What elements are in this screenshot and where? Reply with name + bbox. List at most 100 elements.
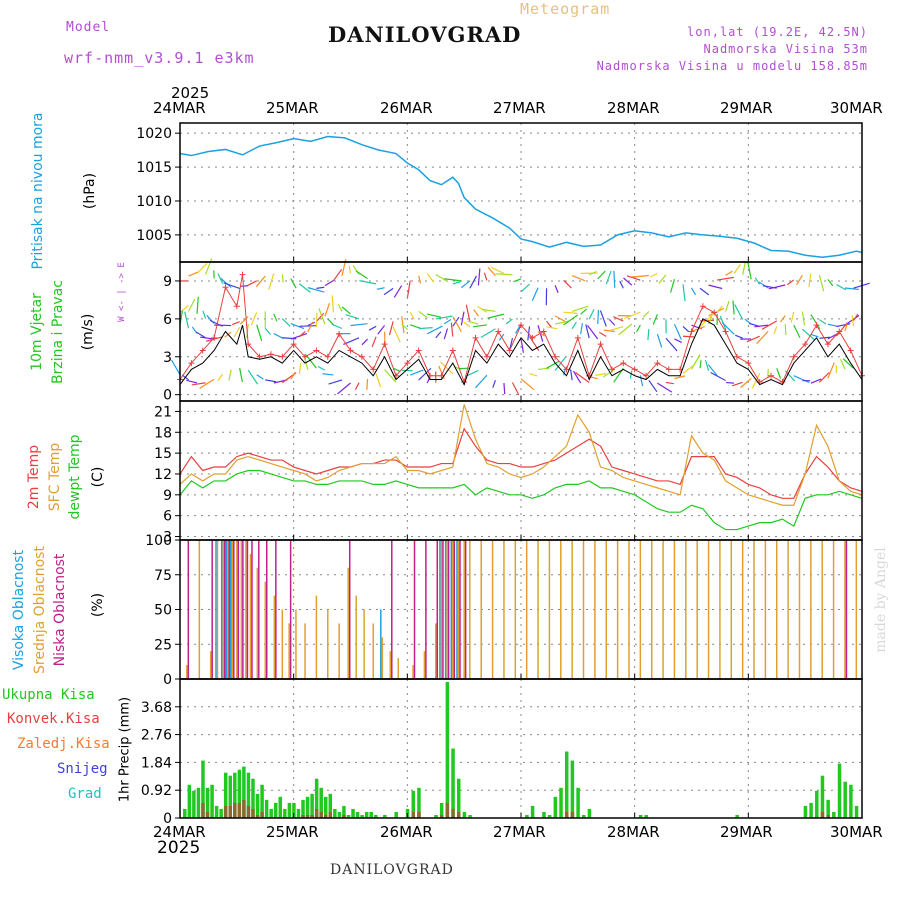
wind-direction-arrow bbox=[492, 379, 496, 388]
wind-direction-arrow bbox=[199, 378, 215, 389]
wind-direction-arrow bbox=[618, 323, 633, 336]
wind-gust-marker bbox=[790, 353, 797, 360]
precip-convective-bar bbox=[237, 802, 242, 818]
wind-direction-arrow bbox=[322, 373, 334, 376]
precip-total-bar bbox=[576, 787, 580, 818]
precip-total-bar bbox=[462, 811, 467, 818]
wind-direction-arrow bbox=[597, 309, 600, 325]
wind-ytick-label-0: 0 bbox=[163, 388, 172, 404]
precip-convective-bar bbox=[223, 805, 228, 818]
wind-direction-arrow bbox=[531, 287, 539, 301]
precip-total-bar bbox=[451, 748, 455, 818]
model-name: wrf-nmm_v3.9.1 e3km bbox=[64, 49, 255, 67]
precip-convective-bar bbox=[314, 808, 319, 818]
wind-direction-arrow bbox=[217, 373, 224, 381]
wind-direction-arrow bbox=[509, 337, 514, 349]
precip-convective-bar bbox=[570, 811, 575, 818]
wind-direction-arrow bbox=[707, 364, 718, 376]
precip-total-bar bbox=[273, 802, 278, 818]
wind-direction-arrow bbox=[196, 262, 208, 274]
wind-direction-arrow bbox=[725, 300, 730, 312]
wind-direction-arrow bbox=[656, 333, 663, 348]
wind-direction-arrow bbox=[623, 277, 633, 286]
wind-direction-arrow bbox=[328, 379, 343, 385]
wind-direction-arrow bbox=[670, 278, 676, 293]
wind-direction-arrow bbox=[409, 311, 415, 320]
wind-gust-marker bbox=[438, 372, 445, 379]
elevation-label: Nadmorska Visina 53m bbox=[703, 42, 868, 56]
wind-direction-arrow bbox=[233, 326, 241, 338]
precip-total-bar bbox=[854, 805, 859, 818]
wind-direction-arrow bbox=[469, 275, 477, 289]
date-top-5: 29MAR bbox=[720, 99, 773, 117]
wind-direction-arrow bbox=[554, 285, 559, 293]
wind-direction-arrow bbox=[392, 326, 401, 343]
precip-total-bar bbox=[183, 808, 187, 818]
wind-direction-arrow bbox=[595, 372, 607, 376]
wind-direction-arrow bbox=[732, 381, 743, 387]
pressure-ytick-label-0: 1005 bbox=[136, 228, 172, 244]
precip-convective-bar bbox=[445, 802, 450, 818]
wind-direction-arrow bbox=[827, 279, 834, 287]
wind-direction-arrow bbox=[768, 284, 786, 290]
wind-gust-marker bbox=[222, 284, 229, 291]
precip-convective-bar bbox=[255, 814, 260, 818]
precip-convective-bar bbox=[328, 811, 333, 818]
wind-direction-arrow bbox=[599, 331, 607, 337]
precip-ytick-label-3: 2.76 bbox=[141, 728, 172, 744]
precip-total-bar bbox=[445, 682, 450, 818]
precip-total-bar bbox=[201, 760, 205, 818]
wind-direction-arrow bbox=[631, 274, 649, 278]
wind-gust-marker bbox=[404, 360, 411, 367]
wind-direction-arrow bbox=[636, 324, 641, 333]
precip-total-bar bbox=[214, 805, 219, 818]
wind-direction-arrow bbox=[602, 368, 616, 378]
precip-total-bar bbox=[525, 814, 529, 818]
precip-convective-bar bbox=[564, 811, 569, 818]
precip-convective-bar bbox=[205, 811, 210, 818]
wind-gust-marker bbox=[631, 366, 638, 373]
precip-total-bar bbox=[559, 787, 563, 818]
wind-direction-arrow bbox=[290, 278, 297, 289]
pressure-ytick-label-1: 1010 bbox=[136, 194, 172, 210]
wind-direction-arrow bbox=[170, 359, 181, 375]
precip-total-bar bbox=[242, 766, 246, 818]
wind-direction-arrow bbox=[337, 382, 351, 395]
wind-direction-arrow bbox=[472, 324, 487, 328]
wind-direction-arrow bbox=[465, 369, 479, 377]
wind-direction-arrow bbox=[554, 356, 567, 371]
wind-direction-arrow bbox=[418, 327, 433, 330]
wind-direction-arrow bbox=[388, 321, 394, 336]
wind-direction-arrow bbox=[467, 320, 479, 325]
wind-gust-marker bbox=[711, 309, 718, 316]
wind-direction-arrow bbox=[844, 287, 859, 291]
wind-direction-arrow bbox=[371, 336, 377, 348]
precip-total-bar bbox=[644, 814, 649, 818]
wind-direction-arrow bbox=[784, 323, 787, 336]
wind-direction-arrow bbox=[331, 295, 335, 313]
wind-direction-arrow bbox=[409, 324, 421, 329]
precip-total-bar bbox=[411, 790, 416, 818]
temperature-ytick-label-1: 6 bbox=[163, 509, 172, 525]
wind-direction-arrow bbox=[460, 280, 471, 289]
precip-total-bar bbox=[233, 772, 237, 818]
legend-snow: Snijeg bbox=[57, 761, 108, 777]
wind-direction-arrow bbox=[554, 320, 569, 325]
wind-gust-marker bbox=[518, 322, 524, 329]
date-bottom-0: 24MAR bbox=[153, 823, 206, 841]
precip-total-bar bbox=[360, 814, 364, 818]
wind-direction-arrow bbox=[754, 277, 761, 285]
wind-direction-arrow bbox=[827, 362, 835, 379]
wind-direction-arrow bbox=[844, 323, 848, 332]
wind-direction-arrow bbox=[658, 274, 667, 284]
temperature-ytick-label-0: 3 bbox=[163, 530, 172, 546]
precip-total-bar bbox=[305, 796, 310, 818]
wind-direction-arrow bbox=[779, 315, 786, 323]
date-top-3: 27MAR bbox=[493, 99, 546, 117]
wind-gust-marker bbox=[620, 360, 627, 367]
wind-gust-line bbox=[179, 274, 863, 384]
precip-total-bar bbox=[246, 772, 251, 818]
wind-direction-arrow bbox=[756, 330, 769, 345]
wind-direction-arrow bbox=[575, 372, 590, 383]
wind-direction-arrow bbox=[690, 354, 701, 370]
